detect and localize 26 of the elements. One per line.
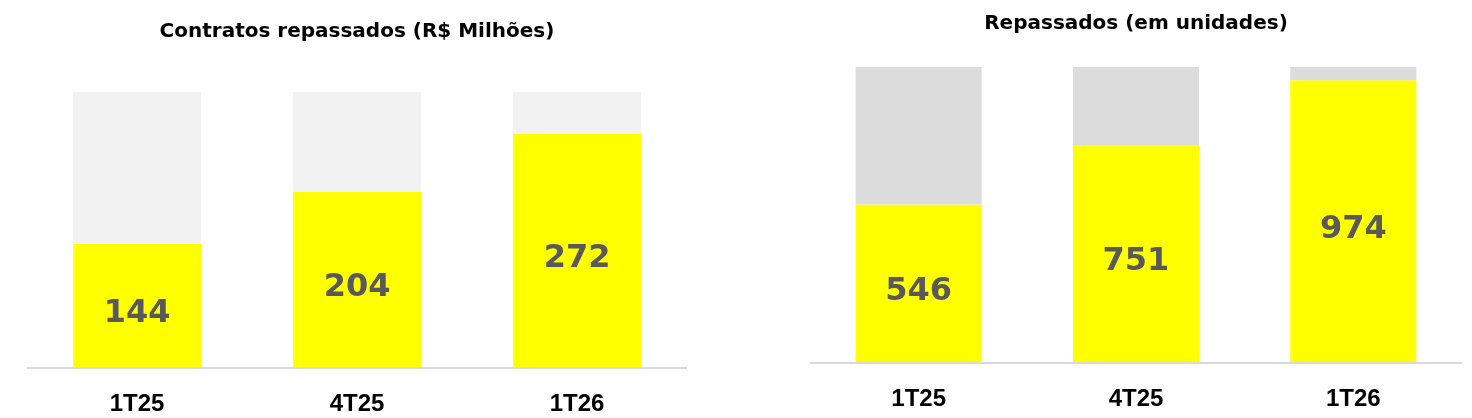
bar [1072,67,1199,146]
bar [855,67,982,205]
bar [73,243,202,368]
bar [855,204,982,363]
data-label: 144 [103,291,171,330]
x-tick-label: 4T25 [329,389,385,417]
bar [293,92,422,193]
x-tick-label: 1T26 [549,389,605,417]
x-tick-label: 4T25 [1108,384,1164,412]
bar [1290,80,1417,363]
x-tick-label: 1T25 [109,389,165,417]
bar [73,92,202,244]
data-label: 204 [323,266,391,305]
bar [293,192,422,368]
data-label: 272 [543,236,611,275]
data-label: 546 [885,269,953,308]
data-label: 751 [1102,240,1170,279]
data-label: 974 [1319,207,1387,246]
x-tick-label: 1T26 [1325,384,1381,412]
chart-title: Contratos repassados (R$ Milhões) [158,18,556,42]
bar [1290,67,1417,81]
bar [1072,145,1199,363]
chart-title: Repassados (em unidades) [983,10,1289,34]
bar [513,92,642,134]
x-tick-label: 1T25 [891,384,947,412]
bar [513,133,642,368]
